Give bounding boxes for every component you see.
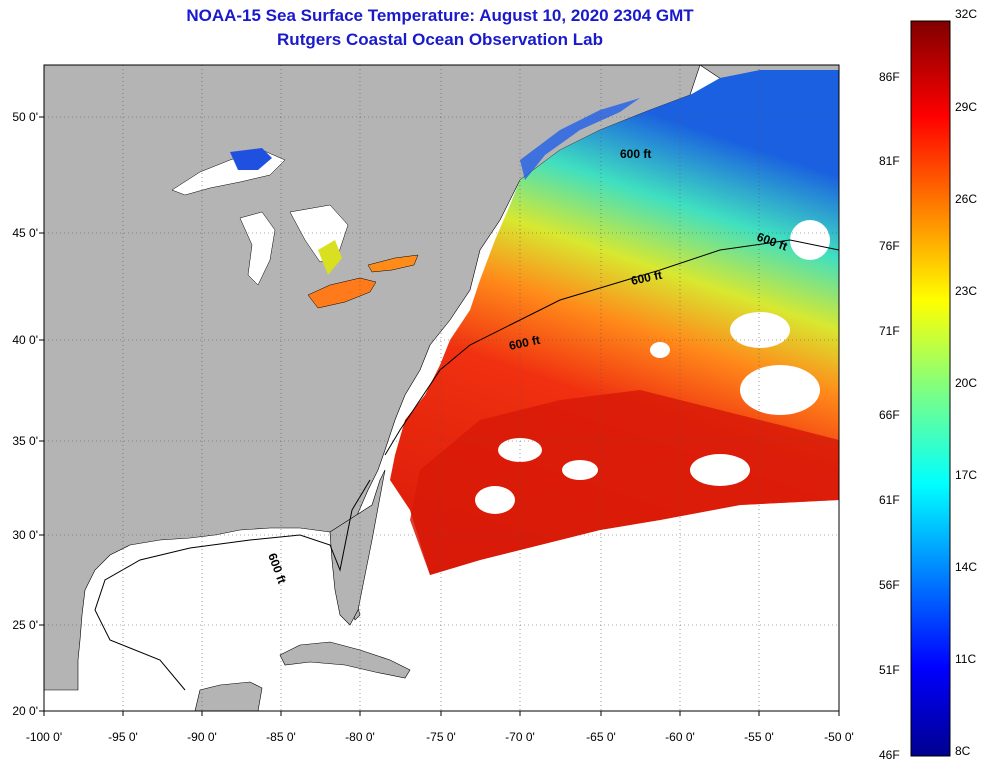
- colorbar-fahrenheit-label: 56F: [879, 578, 900, 592]
- colorbar-fahrenheit-label: 61F: [879, 493, 900, 507]
- colorbar-fahrenheit-label: 86F: [879, 70, 900, 84]
- longitude-tick-label: -100 0': [26, 730, 62, 744]
- longitude-tick-label: -75 0': [426, 730, 456, 744]
- lake-superior-sst: [230, 148, 272, 170]
- longitude-tick-label: -80 0': [345, 730, 375, 744]
- colorbar-celsius-label: 23C: [955, 284, 978, 298]
- colorbar-celsius-label: 8C: [955, 744, 971, 758]
- contour-label: 600 ft: [620, 147, 651, 161]
- longitude-tick-label: -60 0': [665, 730, 695, 744]
- land-yucatan: [194, 681, 263, 711]
- contour-label: 600 ft: [630, 268, 664, 288]
- lake-erie-sst: [307, 277, 377, 309]
- colorbar-fahrenheit-label: 71F: [879, 324, 900, 338]
- land-cuba: [279, 641, 411, 679]
- colorbar-celsius-label: 17C: [955, 468, 978, 482]
- longitude-tick-label: -65 0': [586, 730, 616, 744]
- cloud-patches: [475, 220, 830, 514]
- latitude-tick-label: 35 0': [12, 434, 38, 448]
- colorbar-fahrenheit-label: 51F: [879, 663, 900, 677]
- contour-600ft-atlantic: [384, 239, 839, 456]
- map-title: NOAA-15 Sea Surface Temperature: August …: [186, 6, 694, 25]
- colorbar-fahrenheit-label: 66F: [879, 408, 900, 422]
- land-florida: [329, 469, 386, 626]
- lake-michigan: [239, 211, 276, 286]
- colorbar-celsius-label: 29C: [955, 100, 978, 114]
- map-subtitle: Rutgers Coastal Ocean Observation Lab: [277, 30, 603, 49]
- longitude-tick-label: -95 0': [108, 730, 138, 744]
- latitude-tick-label: 30 0': [12, 528, 38, 542]
- longitude-tick-label: -50 0': [824, 730, 854, 744]
- longitude-tick-label: -85 0': [266, 730, 296, 744]
- colorbar-fahrenheit-label: 81F: [879, 154, 900, 168]
- colorbar-fahrenheit-label: 46F: [879, 748, 900, 762]
- colorbar-celsius-label: 20C: [955, 376, 978, 390]
- colorbar-fahrenheit-label: 76F: [879, 239, 900, 253]
- contour-label: 600 ft: [508, 333, 542, 353]
- latitude-tick-label: 20 0': [12, 704, 38, 718]
- longitude-tick-label: -55 0': [744, 730, 774, 744]
- lake-ontario-sst: [367, 254, 419, 273]
- colorbar-celsius-label: 32C: [955, 7, 978, 21]
- longitude-tick-label: -90 0': [187, 730, 217, 744]
- colorbar-celsius-label: 14C: [955, 560, 978, 574]
- longitude-tick-label: -70 0': [505, 730, 535, 744]
- latitude-tick-label: 45 0': [12, 226, 38, 240]
- latitude-tick-label: 50 0': [12, 110, 38, 124]
- contour-600ft-gulf: [94, 479, 371, 691]
- colorbar-celsius-label: 11C: [955, 652, 977, 666]
- sst-warm-core: [410, 390, 839, 575]
- lake-huron-sst: [318, 240, 342, 275]
- colorbar: [910, 20, 951, 757]
- latitude-tick-label: 25 0': [12, 618, 38, 632]
- sst-cold-band: [520, 98, 640, 180]
- colorbar-celsius-label: 26C: [955, 192, 978, 206]
- latitude-axis: 50 0' 45 0' 40 0' 35 0' 30 0' 25 0' 20 0': [12, 110, 44, 718]
- graticule: [44, 65, 839, 711]
- latitude-tick-label: 40 0': [12, 333, 38, 347]
- longitude-axis: -100 0' -95 0' -90 0' -85 0' -80 0' -75 0' -70…: [26, 711, 854, 744]
